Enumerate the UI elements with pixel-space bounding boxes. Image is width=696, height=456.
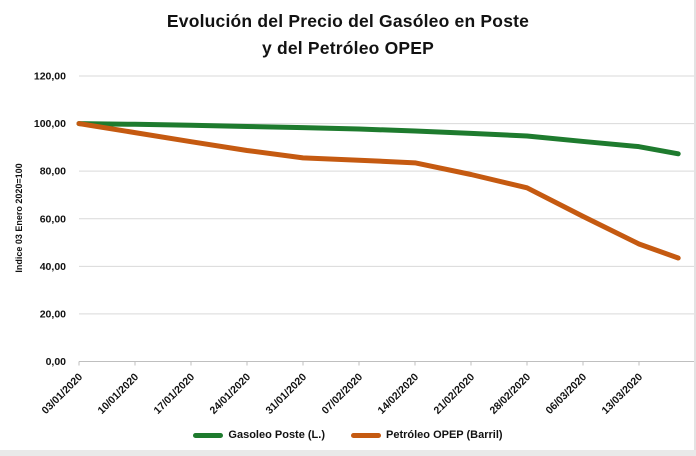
legend-label-petroleo: Petróleo OPEP (Barril) xyxy=(386,429,503,441)
legend-item-petroleo: Petróleo OPEP (Barril) xyxy=(351,429,503,441)
legend-label-gasoleo: Gasoleo Poste (L.) xyxy=(228,429,325,441)
x-tick-label: 24/01/2020 xyxy=(207,371,253,417)
x-tick-label: 07/02/2020 xyxy=(319,371,365,417)
x-tick-label: 28/02/2020 xyxy=(487,371,533,417)
x-tick-label: 14/02/2020 xyxy=(375,371,421,417)
chart-legend: Gasoleo Poste (L.) Petróleo OPEP (Barril… xyxy=(0,429,696,441)
chart-title-line-2: y del Petróleo OPEP xyxy=(261,38,435,58)
x-tick-label: 10/01/2020 xyxy=(95,371,141,417)
y-tick-label: 80,00 xyxy=(40,166,66,178)
x-tick-label: 21/02/2020 xyxy=(431,371,477,417)
y-tick-label: 40,00 xyxy=(40,261,66,273)
y-tick-label: 20,00 xyxy=(40,308,66,320)
chart-title: Evolución del Precio del Gasóleo en Post… xyxy=(0,8,696,62)
y-tick-label: 100,00 xyxy=(34,118,66,130)
x-tick-label: 06/03/2020 xyxy=(543,371,589,417)
y-axis-title: Indice 03 Enero 2020=100 xyxy=(14,163,24,272)
x-tick-label: 13/03/2020 xyxy=(599,371,645,417)
series-line-gasoleo xyxy=(76,121,681,157)
legend-item-gasoleo: Gasoleo Poste (L.) xyxy=(193,429,325,441)
x-tick-label: 17/01/2020 xyxy=(151,371,197,417)
y-tick-label: 120,00 xyxy=(34,71,66,83)
y-tick-label: 60,00 xyxy=(40,213,66,225)
series-line-petroleo xyxy=(76,121,681,261)
chart-title-line-1: Evolución del Precio del Gasóleo en Post… xyxy=(166,11,530,31)
legend-marker-gasoleo-icon xyxy=(193,432,224,438)
x-tick-label: 31/01/2020 xyxy=(263,371,309,417)
window-edge-right xyxy=(694,0,696,456)
legend-marker-petroleo-icon xyxy=(351,432,381,438)
window-edge-bottom xyxy=(0,450,696,456)
x-tick-label: 03/01/2020 xyxy=(39,371,85,417)
y-tick-label: 0,00 xyxy=(46,356,67,368)
